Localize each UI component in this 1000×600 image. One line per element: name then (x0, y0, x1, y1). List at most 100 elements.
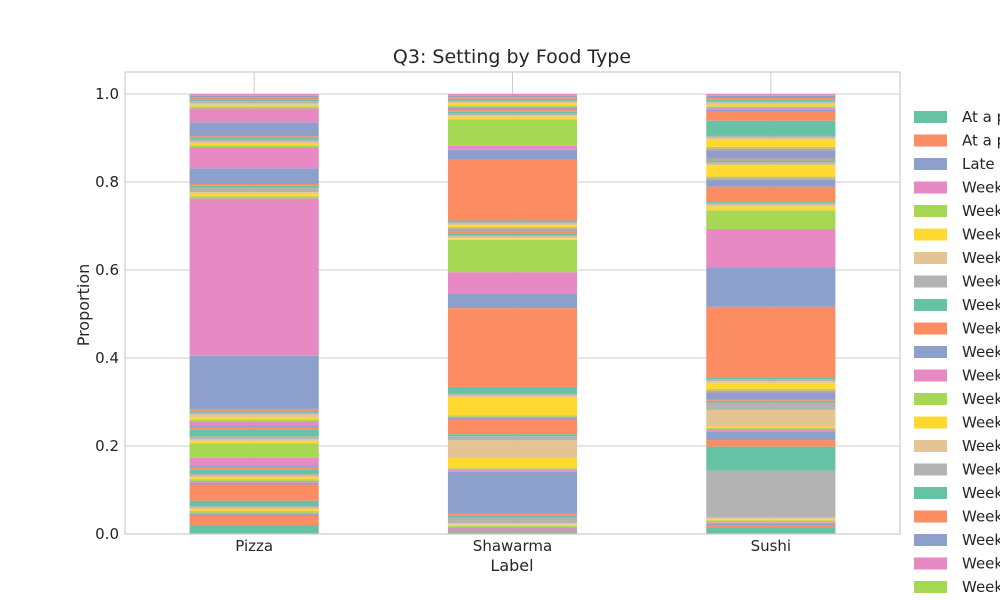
bar-segment (189, 516, 319, 526)
bar-segment (189, 512, 319, 515)
legend-label: Week (962, 508, 1000, 526)
x-tick-label: Shawarma (473, 537, 552, 555)
bar-segment (706, 470, 836, 518)
legend-swatch (914, 416, 947, 429)
bar-segment (447, 236, 578, 239)
bar-segment (706, 102, 836, 105)
bar-segment (706, 446, 836, 471)
bar-segment (189, 500, 319, 507)
legend-label: Week (962, 578, 1000, 596)
bar-segment (189, 94, 319, 96)
bar-segment (189, 145, 319, 148)
legend-swatch (914, 181, 947, 194)
bar-segment (189, 355, 319, 409)
legend-swatch (914, 322, 947, 335)
legend-label: Week (962, 296, 1000, 314)
y-tick-label: 0.2 (95, 437, 119, 455)
legend-swatch (914, 134, 947, 147)
legend-swatch (914, 534, 947, 546)
bar-segment (706, 94, 836, 96)
bar-segment (189, 95, 319, 98)
bar-segment (447, 524, 578, 526)
bar-segment (189, 97, 319, 100)
bar-segment (189, 183, 319, 186)
y-tick-label: 0.6 (95, 261, 119, 279)
legend-label: Week (962, 367, 1000, 385)
bar-segment (447, 233, 578, 236)
bar-segment (447, 239, 578, 273)
bar-segment (706, 523, 836, 526)
legend-swatch (914, 346, 947, 358)
bar-segment (189, 477, 319, 480)
bar-segment (706, 137, 836, 140)
bar-segment (706, 426, 836, 428)
bar-segment (447, 108, 578, 111)
bar-segment (447, 513, 578, 516)
bar-segment (189, 139, 319, 142)
y-tick-label: 1.0 (95, 85, 119, 103)
bar-segment (189, 525, 319, 534)
legend-swatch (914, 440, 947, 452)
bars (189, 94, 836, 534)
bar-segment (706, 204, 836, 207)
bar-segment (447, 393, 578, 396)
bar-segment (189, 443, 319, 458)
bar-segment (706, 379, 836, 382)
x-axis-label: Label (490, 556, 533, 575)
bar-segment (447, 230, 578, 232)
bar-segment (706, 158, 836, 161)
bar-segment (189, 141, 319, 144)
legend-label: Week (962, 461, 1000, 479)
bar-segment (447, 469, 578, 472)
bar-segment (189, 480, 319, 483)
bar-segment (706, 146, 836, 149)
bar-segment (189, 425, 319, 428)
legend-swatch (914, 393, 947, 405)
bar-segment (189, 408, 319, 411)
bar-segment (706, 201, 836, 203)
x-tick-label: Sushi (751, 537, 792, 555)
bar-segment (189, 138, 319, 140)
bar-segment (706, 139, 836, 147)
bar-segment (189, 196, 319, 199)
bar-segment (189, 440, 319, 444)
bar-segment (706, 100, 836, 103)
bar-segment (447, 471, 578, 514)
bar-segment (447, 420, 578, 435)
bar-segment (706, 178, 836, 181)
bar-segment (189, 168, 319, 184)
bar-segment (189, 466, 319, 468)
bar-segment (189, 99, 319, 102)
bar-segment (189, 514, 319, 517)
legend-label: Week (962, 202, 1000, 220)
bar-segment (189, 417, 319, 420)
legend-swatch (914, 205, 947, 217)
bar-segment (706, 402, 836, 410)
bar-segment (447, 418, 578, 421)
legend: At a p At a p Late Week Week Week Week Week Week… (914, 108, 1000, 596)
bar-segment (447, 415, 578, 417)
legend-swatch (914, 581, 947, 593)
bar-segment (706, 229, 836, 268)
bar-segment (189, 482, 319, 485)
legend-label: Week (962, 343, 1000, 361)
bar-segment (447, 458, 578, 469)
bar-segment (189, 467, 319, 470)
bar-segment (706, 409, 836, 427)
legend-label: Week (962, 273, 1000, 291)
bar-segment (706, 519, 836, 521)
bar-segment (447, 223, 578, 226)
bar-segment (189, 474, 319, 476)
bar-segment (706, 99, 836, 101)
bar-segment (447, 228, 578, 231)
bar-segment (706, 398, 836, 401)
bar-segment (706, 120, 836, 136)
bar-segment (189, 506, 319, 508)
bar-segment (189, 108, 319, 123)
legend-swatch (914, 510, 947, 523)
bar-segment (706, 107, 836, 110)
y-axis-label: Proportion (74, 264, 93, 347)
y-tick-label: 0.8 (95, 173, 119, 191)
bar-segment (706, 267, 836, 307)
bar-segment (189, 412, 319, 415)
